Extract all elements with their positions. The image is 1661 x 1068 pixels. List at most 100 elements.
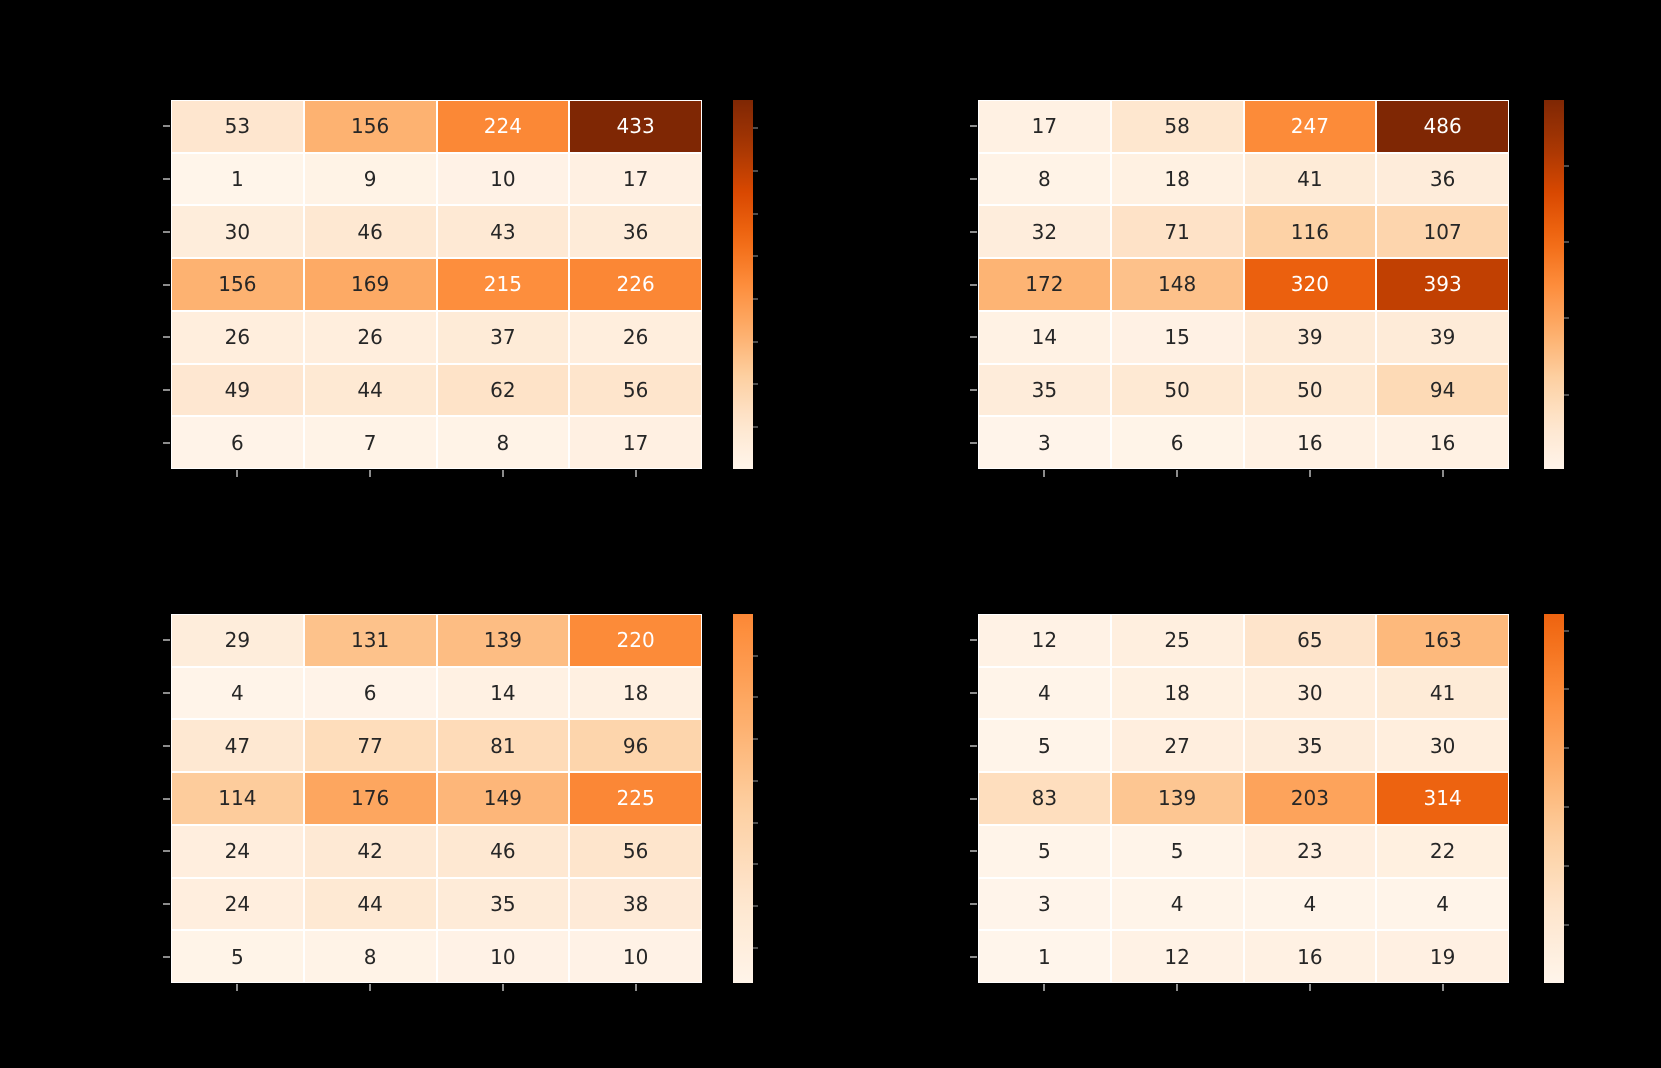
x-axis-tick	[1176, 984, 1178, 991]
heatmap-cell-r0-c2: 139	[437, 615, 569, 666]
x-axis-tick	[635, 984, 637, 991]
x-axis-tick	[502, 470, 504, 477]
heatmap-cell-r6-c1: 12	[1111, 931, 1243, 982]
heatmap-cell-r5-c3: 4	[1377, 878, 1508, 930]
heatmap-cell-r6-c0: 1	[979, 931, 1110, 982]
y-axis-tick	[970, 798, 977, 800]
colorbar-tick	[753, 213, 758, 215]
y-axis-tick	[970, 336, 977, 338]
heatmap-cell-r3-c1: 148	[1111, 259, 1243, 310]
x-axis-tick	[236, 470, 238, 477]
heatmap-cell-r3-c2: 215	[437, 259, 569, 310]
heatmap-cell-r5-c1: 44	[304, 364, 436, 416]
heatmap-cell-r5-c2: 35	[437, 878, 569, 930]
heatmap-cell-r5-c0: 49	[172, 364, 303, 416]
y-axis-tick	[970, 389, 977, 391]
heatmap-cell-r0-c1: 25	[1111, 615, 1243, 666]
heatmap-cell-r4-c2: 23	[1244, 825, 1376, 877]
heatmap-cell-r2-c2: 35	[1244, 720, 1376, 772]
heatmap-cell-r6-c0: 3	[979, 417, 1110, 468]
colorbar-tick	[753, 255, 758, 257]
heatmap-cell-r0-c0: 17	[979, 101, 1110, 152]
heatmap-cell-r1-c2: 41	[1244, 153, 1376, 205]
colorbar-tick	[1564, 165, 1569, 167]
heatmap-cell-r1-c0: 4	[979, 667, 1110, 719]
y-axis-tick	[163, 850, 170, 852]
y-axis-tick	[163, 389, 170, 391]
y-axis-tick	[163, 284, 170, 286]
heatmap-cell-r6-c3: 16	[1377, 417, 1508, 468]
heatmap-cell-r2-c3: 96	[570, 720, 701, 772]
heatmap-cell-r6-c0: 6	[172, 417, 303, 468]
heatmap-cell-r3-c0: 83	[979, 773, 1110, 824]
heatmap-cell-r1-c2: 30	[1244, 667, 1376, 719]
y-axis-tick	[163, 903, 170, 905]
heatmap-cell-r6-c1: 8	[304, 931, 436, 982]
heatmap-cell-r5-c0: 24	[172, 878, 303, 930]
heatmap-cell-r1-c0: 1	[172, 153, 303, 205]
heatmap-cell-r6-c2: 16	[1244, 931, 1376, 982]
heatmap-cell-r5-c2: 50	[1244, 364, 1376, 416]
heatmap-cell-r1-c3: 17	[570, 153, 701, 205]
colorbar-tick	[753, 905, 758, 907]
heatmap-cell-r4-c0: 5	[979, 825, 1110, 877]
heatmap-cell-r4-c3: 39	[1377, 311, 1508, 363]
y-axis-tick	[970, 284, 977, 286]
heatmap-cell-r6-c3: 17	[570, 417, 701, 468]
y-axis-tick	[163, 956, 170, 958]
heatmap-top-right: 17 58 247 486 8 18 41 36 32 71 116 107 172 148 320 393 1…	[978, 100, 1509, 469]
heatmap-top-left: 53 156 224 433 1 9 10 17 30 46 43 36 156 169 215 226 26 2…	[171, 100, 702, 469]
heatmap-cell-r3-c1: 169	[304, 259, 436, 310]
colorbar-tick	[753, 696, 758, 698]
heatmap-cell-r1-c0: 8	[979, 153, 1110, 205]
heatmap-cell-r5-c1: 50	[1111, 364, 1243, 416]
heatmap-cell-r2-c1: 27	[1111, 720, 1243, 772]
colorbar-tick	[1564, 394, 1569, 396]
heatmap-cell-r0-c1: 131	[304, 615, 436, 666]
heatmap-cell-r2-c0: 30	[172, 206, 303, 258]
heatmap-cell-r3-c3: 226	[570, 259, 701, 310]
heatmap-cell-r6-c2: 10	[437, 931, 569, 982]
heatmap-cell-r3-c3: 393	[1377, 259, 1508, 310]
y-axis-tick	[970, 442, 977, 444]
y-axis-tick	[970, 231, 977, 233]
heatmap-cell-r2-c2: 116	[1244, 206, 1376, 258]
x-axis-tick	[369, 984, 371, 991]
heatmap-cell-r5-c3: 38	[570, 878, 701, 930]
heatmap-cell-r0-c3: 433	[570, 101, 701, 152]
heatmap-cell-r1-c3: 41	[1377, 667, 1508, 719]
heatmap-cell-r5-c1: 4	[1111, 878, 1243, 930]
y-axis-tick	[163, 442, 170, 444]
heatmap-cell-r2-c3: 107	[1377, 206, 1508, 258]
heatmap-cell-r3-c2: 320	[1244, 259, 1376, 310]
heatmap-cell-r6-c2: 16	[1244, 417, 1376, 468]
heatmap-cell-r3-c0: 156	[172, 259, 303, 310]
y-axis-tick	[970, 178, 977, 180]
heatmap-cell-r2-c0: 32	[979, 206, 1110, 258]
heatmap-cell-r5-c3: 94	[1377, 364, 1508, 416]
colorbar-tick	[1564, 317, 1569, 319]
heatmap-cell-r2-c1: 77	[304, 720, 436, 772]
y-axis-tick	[163, 692, 170, 694]
colorbar-tick	[753, 127, 758, 129]
colorbar-tick	[753, 426, 758, 428]
heatmap-cell-r5-c2: 62	[437, 364, 569, 416]
heatmap-cell-r5-c2: 4	[1244, 878, 1376, 930]
heatmap-cell-r1-c1: 9	[304, 153, 436, 205]
heatmap-cell-r4-c0: 26	[172, 311, 303, 363]
heatmap-cell-r2-c2: 81	[437, 720, 569, 772]
heatmap-cell-r0-c3: 220	[570, 615, 701, 666]
heatmap-cell-r0-c0: 53	[172, 101, 303, 152]
y-axis-tick	[970, 903, 977, 905]
heatmap-cell-r2-c0: 5	[979, 720, 1110, 772]
heatmap-cell-r6-c1: 6	[1111, 417, 1243, 468]
heatmap-cell-r1-c3: 36	[1377, 153, 1508, 205]
heatmap-cell-r4-c2: 37	[437, 311, 569, 363]
heatmap-cell-r0-c3: 486	[1377, 101, 1508, 152]
heatmap-cell-r5-c3: 56	[570, 364, 701, 416]
heatmap-cell-r1-c1: 18	[1111, 667, 1243, 719]
heatmap-cell-r3-c3: 225	[570, 773, 701, 824]
heatmap-cell-r5-c0: 3	[979, 878, 1110, 930]
colorbar-gradient-top-left	[733, 100, 753, 469]
